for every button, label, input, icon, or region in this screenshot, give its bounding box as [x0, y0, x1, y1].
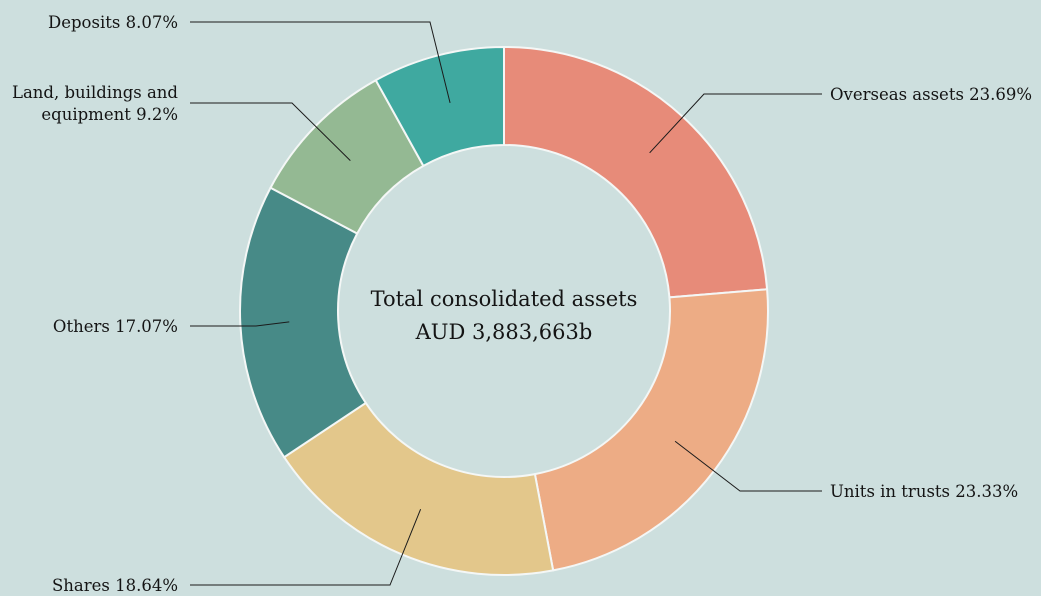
label-deposits: Deposits 8.07%	[48, 13, 178, 32]
slice-labels: Overseas assets 23.69% Units in trusts 23…	[12, 13, 1032, 595]
leader-line-land-buildings-and-equipment	[190, 102, 351, 161]
leader-lines	[190, 21, 822, 586]
center-title: Total consolidated assets	[371, 287, 638, 311]
label-land-buildings-and-equipment-line-2: equipment 9.2%	[41, 105, 178, 124]
slice-overseas-assets	[503, 46, 769, 299]
center-total: AUD 3,883,663b	[415, 320, 593, 344]
leader-line-units-in-trusts	[674, 440, 822, 492]
leader-line-shares	[190, 508, 422, 586]
donut-slices	[239, 46, 769, 576]
label-units-in-trusts: Units in trusts 23.33%	[830, 482, 1018, 501]
leader-line-others	[190, 321, 290, 327]
slice-units-in-trusts	[533, 288, 769, 572]
slice-deposits	[374, 46, 505, 167]
label-shares: Shares 18.64%	[52, 576, 178, 595]
leader-line-deposits	[190, 21, 451, 103]
leader-line-overseas-assets	[649, 93, 822, 154]
label-land-buildings-and-equipment-line-1: Land, buildings and	[12, 83, 178, 102]
label-others: Others 17.07%	[53, 317, 178, 336]
label-overseas-assets: Overseas assets 23.69%	[830, 85, 1032, 104]
